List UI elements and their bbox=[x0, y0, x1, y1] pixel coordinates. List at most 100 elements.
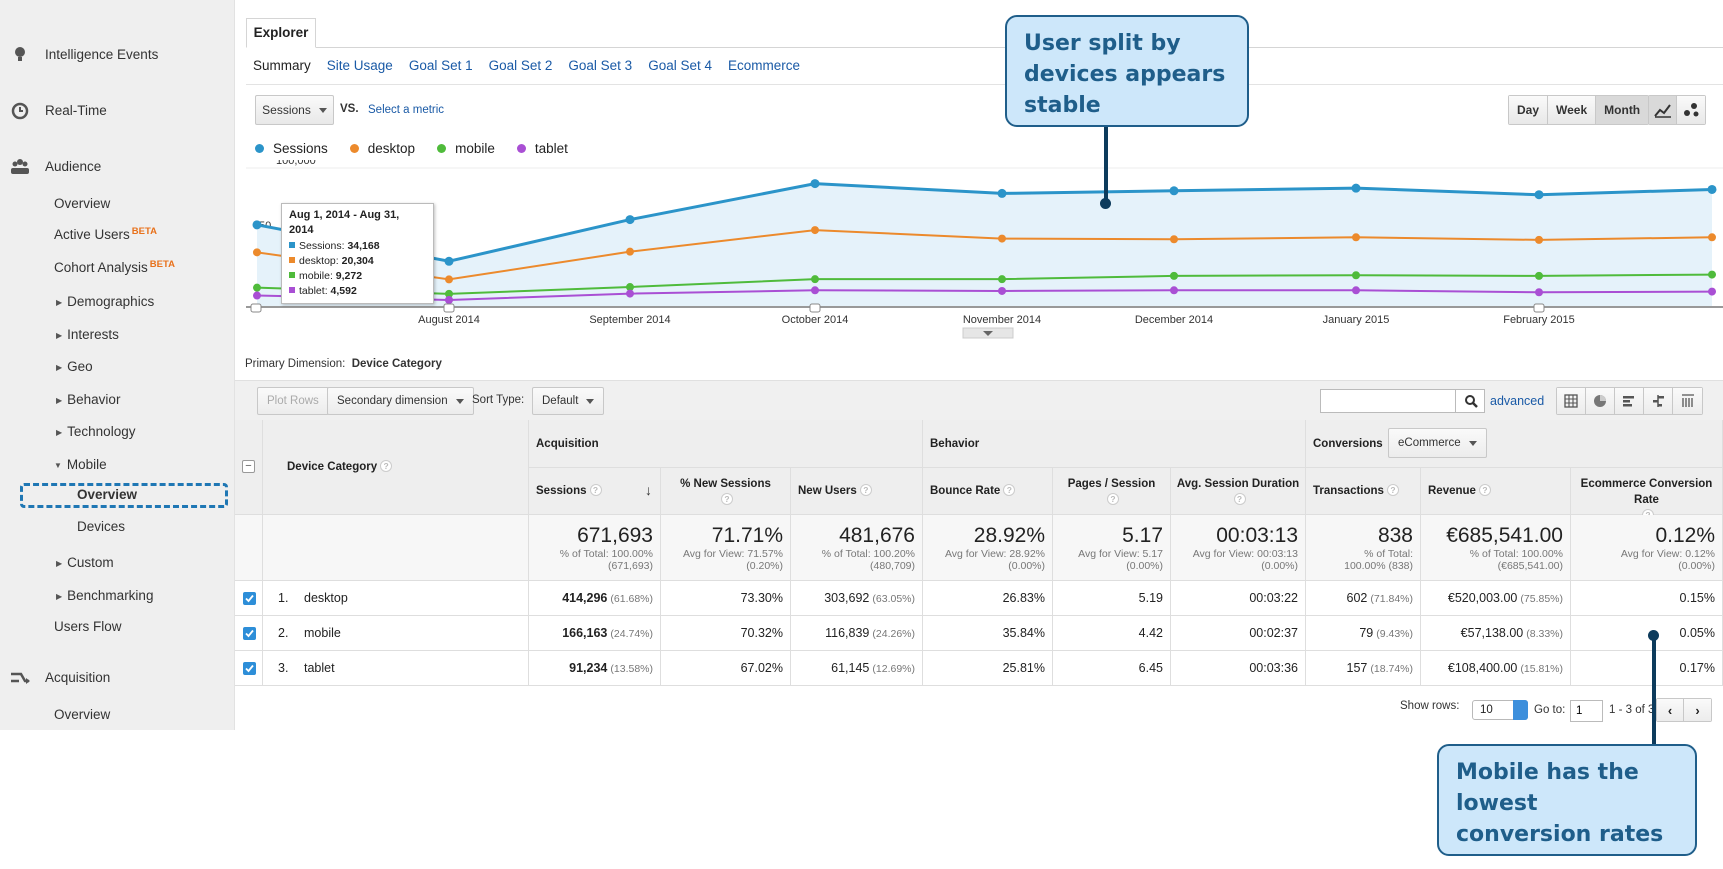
view-bar-button[interactable] bbox=[1615, 388, 1644, 414]
sidebar-item-technology[interactable]: ▶ Technology bbox=[56, 424, 135, 439]
row-value-text: 70.32% bbox=[740, 626, 783, 640]
row-checkbox[interactable] bbox=[243, 592, 256, 605]
view-comparison-button[interactable] bbox=[1644, 388, 1673, 414]
show-rows-label: Show rows: bbox=[1400, 700, 1460, 712]
column-header-duration[interactable]: Avg. Session Duration? bbox=[1171, 468, 1306, 515]
row-checkbox[interactable] bbox=[243, 662, 256, 675]
motion-chart-button[interactable] bbox=[1677, 96, 1705, 124]
collapse-arrow-icon: ▼ bbox=[54, 461, 62, 470]
row-device-link[interactable]: mobile bbox=[304, 626, 341, 640]
data-point-Sessions bbox=[810, 179, 820, 189]
prev-page-button[interactable]: ‹ bbox=[1657, 699, 1684, 721]
row-value-text: 25.81% bbox=[1002, 661, 1045, 675]
subtab-goal-set-1[interactable]: Goal Set 1 bbox=[408, 58, 473, 73]
select-all-checkbox[interactable]: − bbox=[242, 460, 255, 473]
metric-dropdown-label: Sessions bbox=[262, 103, 311, 117]
sidebar-item-demographics[interactable]: ▶ Demographics bbox=[56, 294, 154, 309]
subtab-goal-set-2[interactable]: Goal Set 2 bbox=[488, 58, 553, 73]
row-device-link[interactable]: tablet bbox=[304, 661, 335, 675]
expand-arrow-icon: ▶ bbox=[56, 331, 63, 340]
metric-dropdown[interactable]: Sessions bbox=[255, 95, 334, 125]
sidebar-item-custom[interactable]: ▶ Custom bbox=[56, 555, 114, 570]
data-point-desktop bbox=[1535, 235, 1543, 244]
column-header-bounce[interactable]: Bounce Rate? bbox=[923, 468, 1053, 515]
chevron-right-icon: › bbox=[1695, 702, 1700, 718]
grid-icon bbox=[1564, 394, 1578, 408]
row-value-text: 5.19 bbox=[1138, 591, 1163, 605]
sidebar-item-mobile[interactable]: ▼ Mobile bbox=[54, 457, 107, 472]
goto-page-input[interactable] bbox=[1570, 700, 1603, 722]
row-value-text: 0.15% bbox=[1679, 591, 1715, 605]
sidebar-item-mobile-devices[interactable]: Devices bbox=[77, 519, 125, 534]
sidebar-item-users-flow[interactable]: Users Flow bbox=[54, 619, 122, 634]
subtab-site-usage[interactable]: Site Usage bbox=[326, 58, 393, 73]
totals-cell-bounce: 28.92% Avg for View: 28.92% (0.00%) bbox=[923, 515, 1053, 581]
column-header-revenue[interactable]: Revenue? bbox=[1421, 468, 1571, 515]
show-rows-select[interactable]: 10 bbox=[1472, 700, 1528, 720]
help-icon: ? bbox=[1233, 493, 1246, 505]
period-week-button[interactable]: Week bbox=[1548, 96, 1597, 124]
row-device-link[interactable]: desktop bbox=[304, 591, 348, 605]
sidebar-item-overview[interactable]: Overview bbox=[54, 196, 110, 211]
spinner-icon bbox=[1513, 700, 1528, 720]
secondary-dimension-dropdown[interactable]: Secondary dimension bbox=[327, 387, 474, 415]
row-dimension-cell: 2. mobile bbox=[263, 616, 529, 651]
sidebar-item-benchmarking[interactable]: ▶ Benchmarking bbox=[56, 588, 153, 603]
row-index: 3. bbox=[278, 661, 289, 675]
tab-explorer[interactable]: Explorer bbox=[246, 18, 316, 48]
search-button[interactable] bbox=[1455, 389, 1485, 413]
sidebar-item-intelligence[interactable]: Intelligence Events bbox=[0, 36, 235, 72]
column-header-ecr[interactable]: Ecommerce Conversion Rate? bbox=[1571, 468, 1723, 521]
period-month-button[interactable]: Month bbox=[1596, 96, 1649, 124]
row-checkbox[interactable] bbox=[243, 627, 256, 640]
legend-item: desktop bbox=[349, 141, 415, 156]
callout-user-split: User split by devices appears stable bbox=[1005, 15, 1249, 127]
view-table-button[interactable] bbox=[1557, 388, 1586, 414]
column-header-pages[interactable]: Pages / Session? bbox=[1053, 468, 1171, 515]
row-value: 6.45 bbox=[1139, 661, 1163, 675]
sidebar-item-interests[interactable]: ▶ Interests bbox=[56, 327, 119, 342]
table-search-input[interactable] bbox=[1320, 389, 1485, 413]
plot-rows-button[interactable]: Plot Rows bbox=[257, 387, 329, 415]
sidebar-item-mobile-overview[interactable]: Overview bbox=[77, 487, 137, 502]
row-value-pct: (15.81%) bbox=[1520, 663, 1563, 675]
sidebar-item-audience[interactable]: Audience bbox=[0, 148, 235, 184]
subtab-ecommerce[interactable]: Ecommerce bbox=[728, 58, 801, 73]
select-metric-link[interactable]: Select a metric bbox=[368, 104, 445, 116]
view-pivot-button[interactable] bbox=[1673, 388, 1702, 414]
row-cell-transactions: 79 (9.43%) bbox=[1306, 616, 1421, 651]
view-pie-button[interactable] bbox=[1586, 388, 1615, 414]
advanced-filter-link[interactable]: advanced bbox=[1490, 394, 1545, 408]
row-cell-revenue: €57,138.00 (8.33%) bbox=[1421, 616, 1571, 651]
subtab-summary[interactable]: Summary bbox=[253, 58, 311, 73]
conversions-dropdown[interactable]: eCommerce bbox=[1388, 428, 1487, 458]
sidebar-item-realtime[interactable]: Real-Time bbox=[0, 92, 235, 128]
group-behavior-label: Behavior bbox=[930, 438, 980, 450]
legend-swatch bbox=[349, 144, 359, 153]
totals-subtext: (0.00%) bbox=[1261, 560, 1298, 572]
column-header-new_sessions[interactable]: % New Sessions? bbox=[661, 468, 791, 515]
sidebar-item-acquisition[interactable]: Acquisition bbox=[0, 659, 235, 695]
subtab-goal-set-3[interactable]: Goal Set 3 bbox=[568, 58, 633, 73]
next-page-button[interactable]: › bbox=[1684, 699, 1711, 721]
line-chart-button[interactable] bbox=[1649, 96, 1677, 124]
sidebar-item-behavior[interactable]: ▶ Behavior bbox=[56, 392, 120, 407]
x-tick-label: November 2014 bbox=[963, 314, 1041, 326]
column-header-transactions[interactable]: Transactions? bbox=[1306, 468, 1421, 515]
row-value: 0.05% bbox=[1680, 626, 1715, 640]
row-cell-transactions: 602 (71.84%) bbox=[1306, 581, 1421, 616]
sidebar-item-active-users[interactable]: Active Users BETA bbox=[54, 226, 157, 242]
row-value: €57,138.00 (8.33%) bbox=[1461, 626, 1563, 640]
sort-type-dropdown[interactable]: Default bbox=[532, 387, 605, 415]
tab-divider bbox=[246, 47, 1723, 48]
sidebar-item-acq-overview[interactable]: Overview bbox=[54, 707, 110, 722]
sidebar-item-geo[interactable]: ▶ Geo bbox=[56, 359, 93, 374]
sidebar-item-cohort[interactable]: Cohort Analysis BETA bbox=[54, 259, 175, 275]
column-header-new_users[interactable]: New Users? bbox=[791, 468, 923, 515]
period-day-button[interactable]: Day bbox=[1509, 96, 1549, 124]
subtab-goal-set-4[interactable]: Goal Set 4 bbox=[648, 58, 712, 73]
row-value-text: 61,145 bbox=[831, 661, 870, 675]
column-header-sessions[interactable]: Sessions? ↓ bbox=[529, 468, 661, 515]
data-point-desktop bbox=[445, 275, 453, 284]
primary-dimension-value[interactable]: Device Category bbox=[351, 358, 442, 370]
